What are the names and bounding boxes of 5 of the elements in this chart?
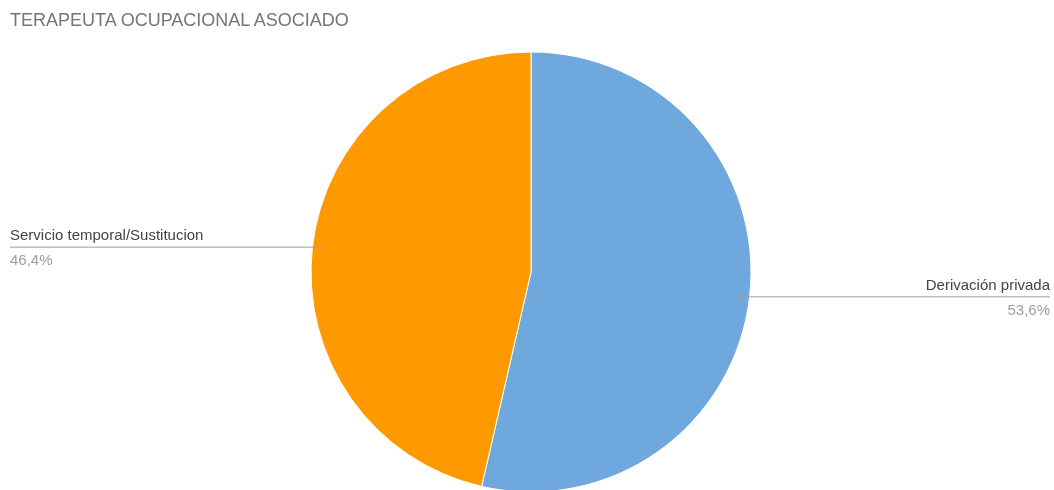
chart-title: TERAPEUTA OCUPACIONAL ASOCIADO <box>10 10 349 31</box>
data-label: 53,6% <box>1007 300 1050 318</box>
data-label: 46,4% <box>10 251 53 269</box>
slice-label: Derivación privada <box>925 275 1051 293</box>
slice-label: Servicio temporal/Sustitucion <box>10 226 204 244</box>
